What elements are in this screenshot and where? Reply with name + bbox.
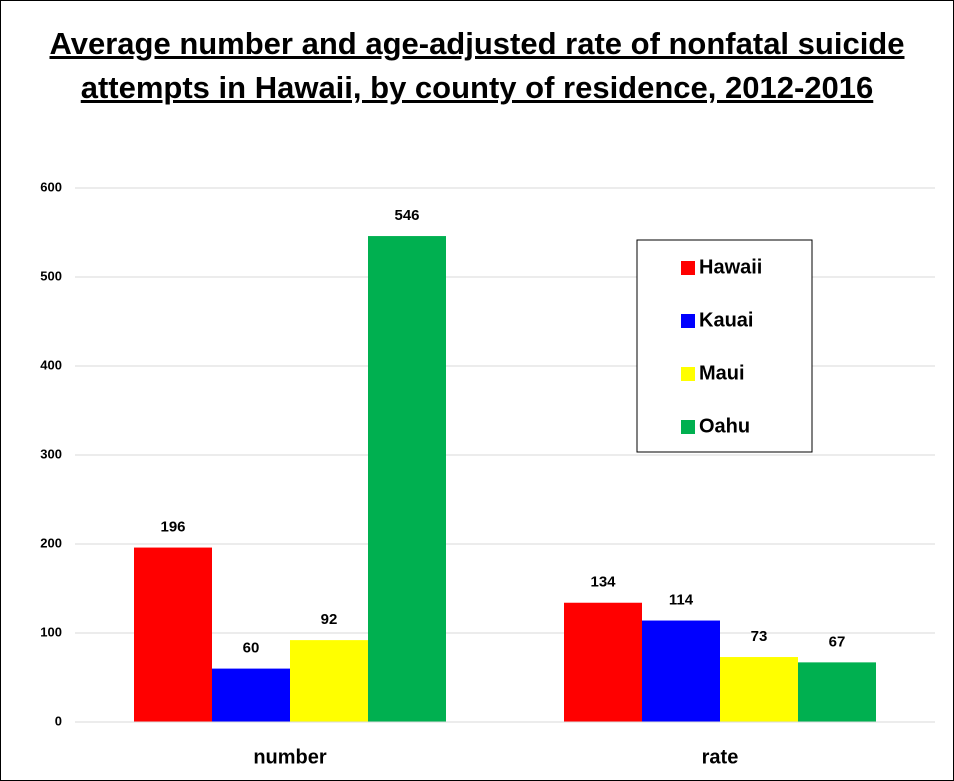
- bar: [798, 662, 876, 722]
- data-label: 196: [160, 519, 185, 536]
- bar: [642, 620, 720, 722]
- data-label: 134: [590, 574, 616, 591]
- y-tick-label: 600: [40, 179, 62, 194]
- legend: Hawaii Kauai Maui Oahu: [636, 239, 813, 453]
- y-tick-label: 400: [40, 357, 62, 372]
- y-tick-label: 200: [40, 535, 62, 550]
- chart-title: Average number and age-adjusted rate of …: [49, 26, 905, 105]
- data-label: 92: [321, 611, 338, 628]
- y-tick-label: 0: [55, 713, 62, 728]
- y-tick-label: 100: [40, 624, 62, 639]
- bar: [212, 668, 290, 722]
- data-label: 60: [243, 640, 260, 657]
- legend-label: Kauai: [699, 309, 753, 331]
- y-tick-label: 500: [40, 268, 62, 283]
- bar: [368, 236, 446, 722]
- legend-label: Oahu: [699, 415, 750, 437]
- legend-swatch: [681, 314, 695, 328]
- data-label: 67: [829, 633, 846, 650]
- x-tick-label: rate: [702, 746, 739, 768]
- legend-label: Maui: [699, 362, 745, 384]
- legend-swatch: [681, 420, 695, 434]
- legend-label: Hawaii: [699, 256, 762, 278]
- bar: [134, 547, 212, 722]
- data-label: 73: [751, 628, 768, 645]
- legend-swatch: [681, 367, 695, 381]
- legend-box: [636, 239, 813, 453]
- x-tick-label: number: [253, 746, 327, 768]
- data-label: 546: [394, 207, 419, 224]
- bar: [720, 657, 798, 722]
- bar: [290, 640, 368, 722]
- bar: [564, 602, 642, 722]
- data-label: 114: [669, 592, 694, 609]
- y-tick-label: 300: [40, 446, 62, 461]
- legend-swatch: [681, 261, 695, 275]
